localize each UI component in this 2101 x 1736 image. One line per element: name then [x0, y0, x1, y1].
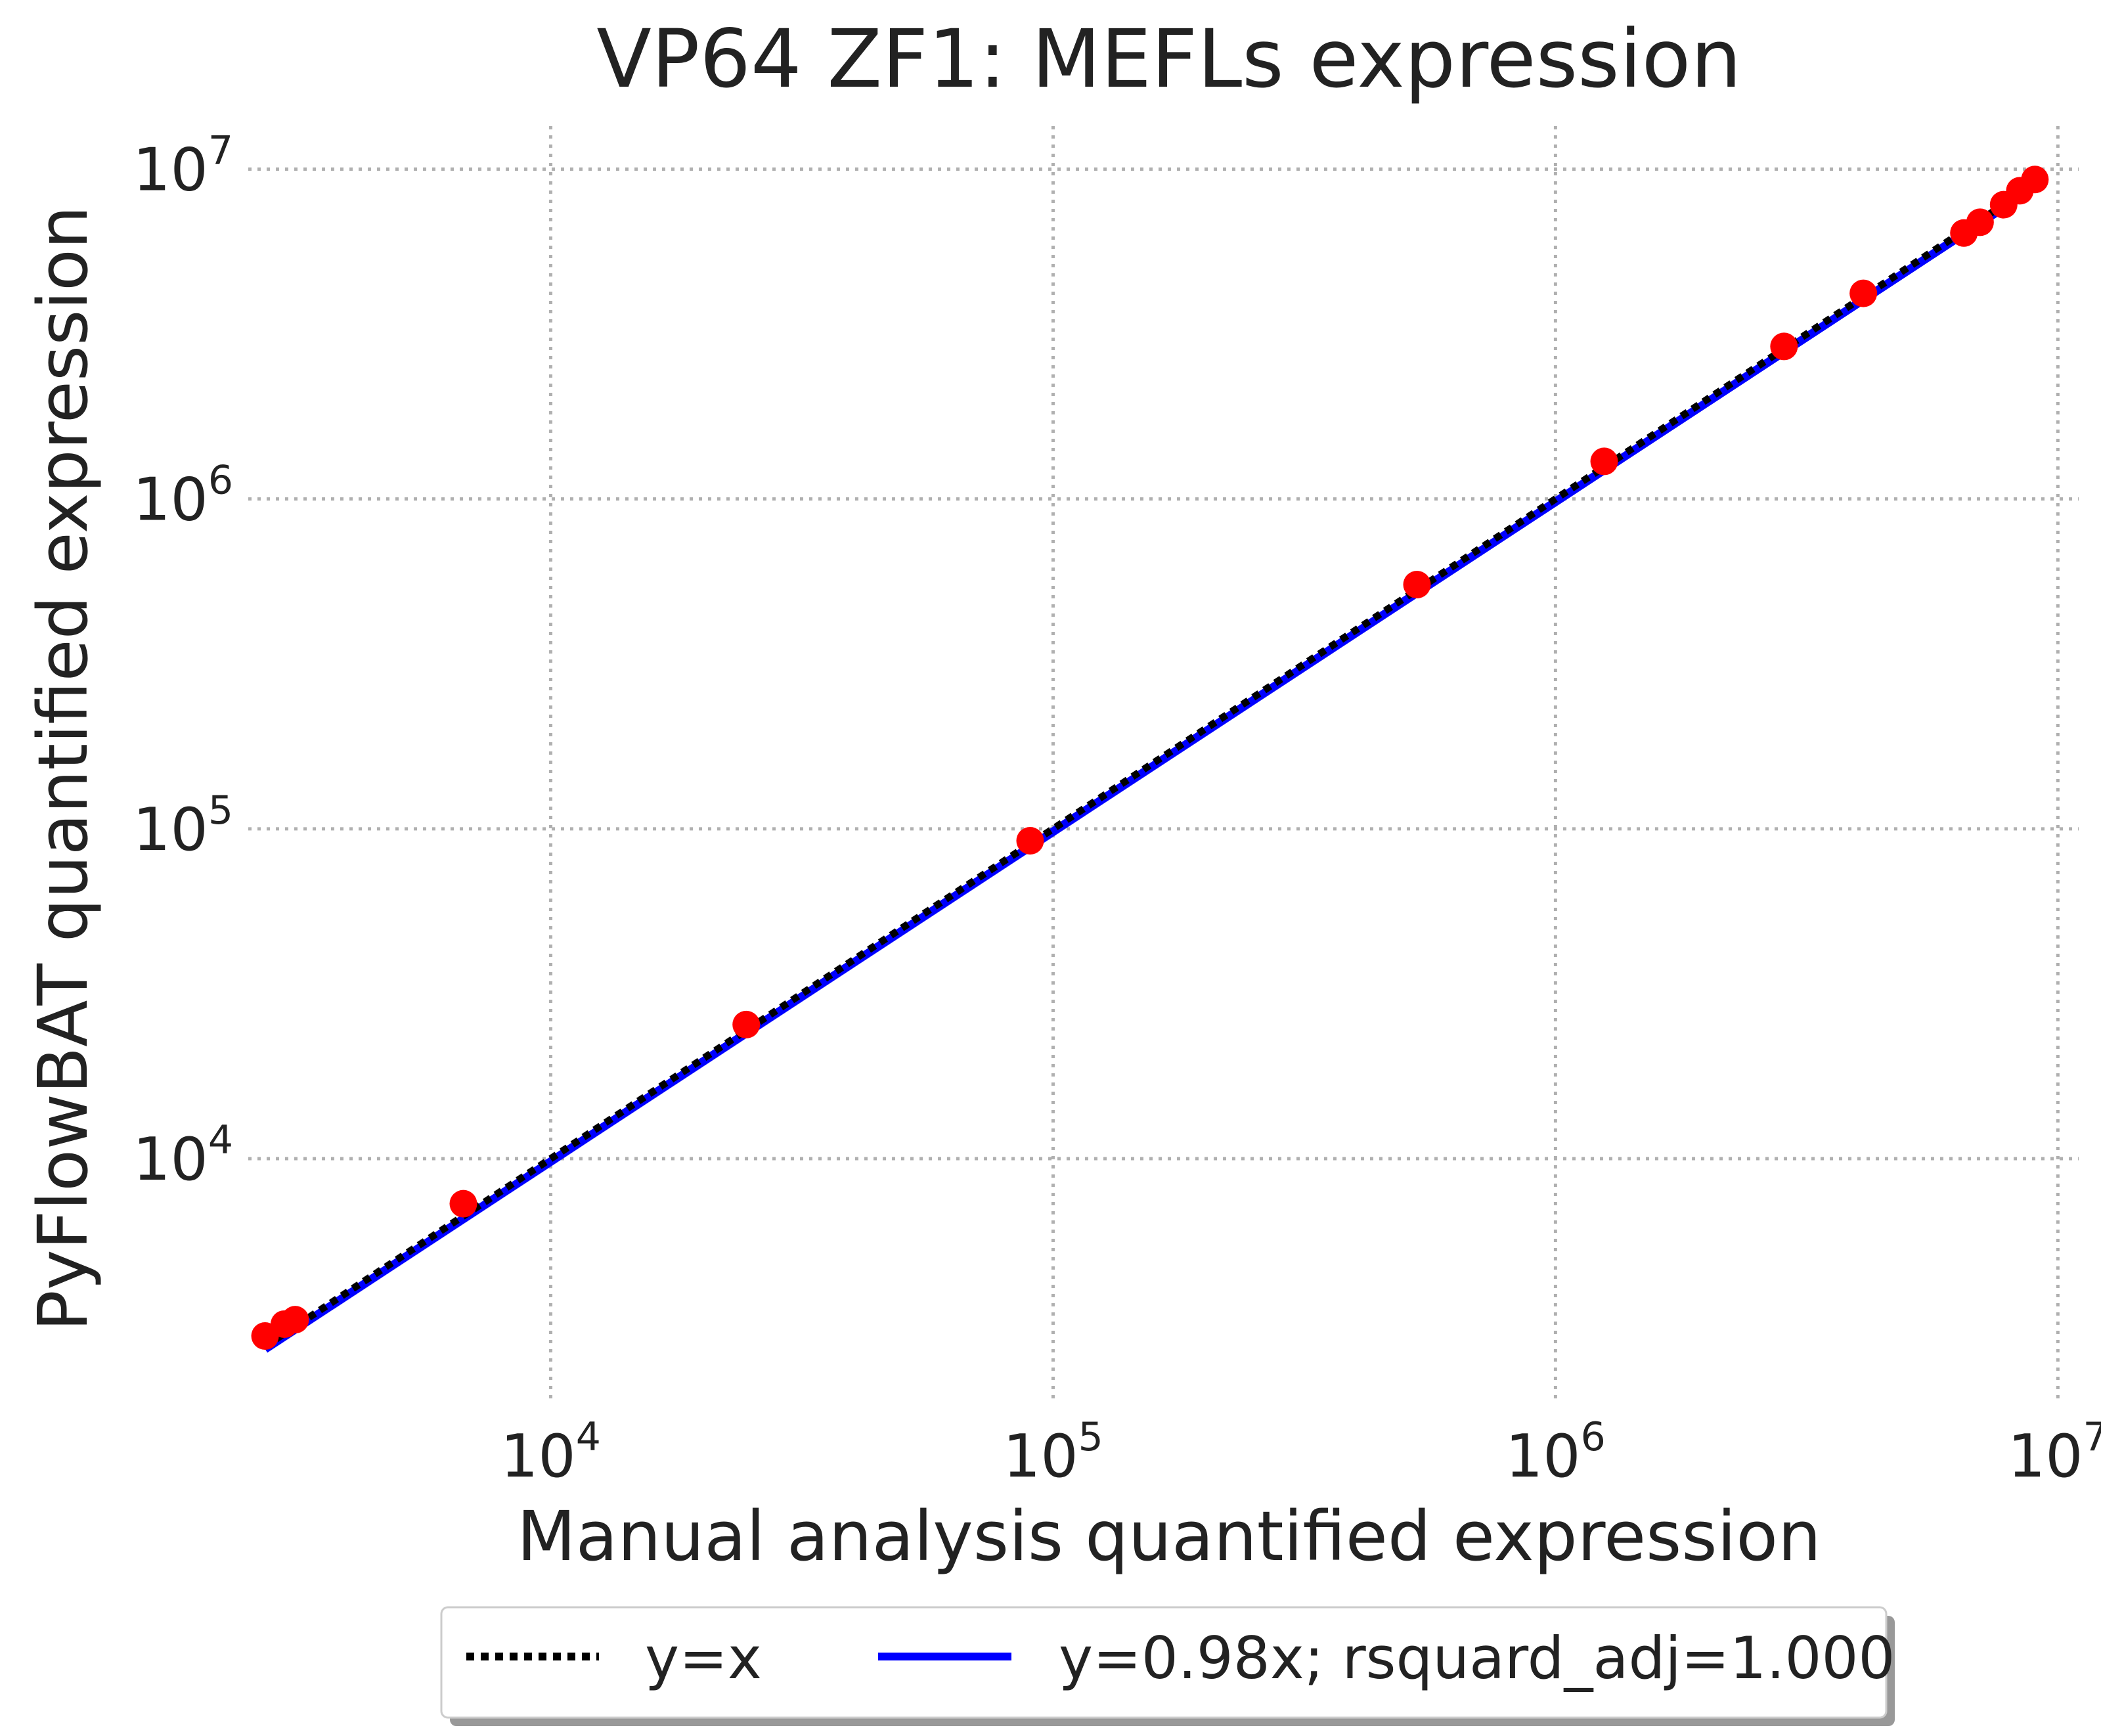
data-point [1966, 208, 1994, 236]
y-tick-label: 107 [133, 127, 233, 204]
legend-label-y-equals-x: y=x [645, 1624, 762, 1692]
chart-title: VP64 ZF1: MEFLs expression [596, 12, 1741, 106]
data-point [281, 1306, 309, 1334]
x-tick-label: 106 [1505, 1414, 1606, 1491]
data-point [1016, 827, 1044, 855]
data-points [251, 166, 2049, 1350]
x-tick-base: 10 [2008, 1422, 2083, 1491]
y-axis-label: PyFlowBAT quantified expression [23, 206, 103, 1331]
x-axis-label: Manual analysis quantified expression [517, 1496, 1821, 1576]
fit-lines [262, 181, 2037, 1353]
y-tick-exponent: 6 [208, 458, 233, 504]
legend-box [440, 1606, 1888, 1719]
data-point [449, 1190, 477, 1218]
x-tick-exponent: 5 [1078, 1414, 1103, 1460]
y-tick-label: 104 [133, 1117, 233, 1194]
x-tick-exponent: 6 [1581, 1414, 1606, 1460]
x-tick-base: 10 [1505, 1422, 1581, 1491]
y-tick-label: 105 [133, 788, 233, 864]
data-point [1770, 332, 1798, 361]
identity-line [263, 181, 2037, 1350]
legend-label-fit: y=0.98x; rsquard_adj=1.000 [1059, 1624, 1895, 1692]
x-tick-base: 10 [500, 1422, 576, 1491]
y-tick-label: 106 [133, 458, 233, 535]
legend: y=x y=0.98x; rsquard_adj=1.000 [440, 1606, 1895, 1726]
data-point [1590, 447, 1618, 476]
data-point [732, 1010, 761, 1038]
x-tick-labels: 104 105 106 107 [500, 1414, 2101, 1491]
x-tick-label: 105 [1003, 1414, 1103, 1491]
y-tick-base: 10 [133, 135, 208, 204]
y-tick-exponent: 5 [208, 788, 233, 834]
y-tick-exponent: 7 [208, 127, 233, 173]
x-tick-base: 10 [1003, 1422, 1078, 1491]
data-point [1403, 571, 1431, 599]
y-tick-base: 10 [133, 1125, 208, 1194]
y-tick-base: 10 [133, 466, 208, 535]
x-tick-label: 107 [2008, 1414, 2101, 1491]
data-point [2021, 166, 2049, 194]
data-point [1849, 279, 1878, 307]
x-tick-exponent: 7 [2083, 1414, 2101, 1460]
y-tick-base: 10 [133, 795, 208, 864]
x-tick-label: 104 [500, 1414, 601, 1491]
x-tick-exponent: 4 [576, 1414, 601, 1460]
y-tick-exponent: 4 [208, 1117, 233, 1163]
